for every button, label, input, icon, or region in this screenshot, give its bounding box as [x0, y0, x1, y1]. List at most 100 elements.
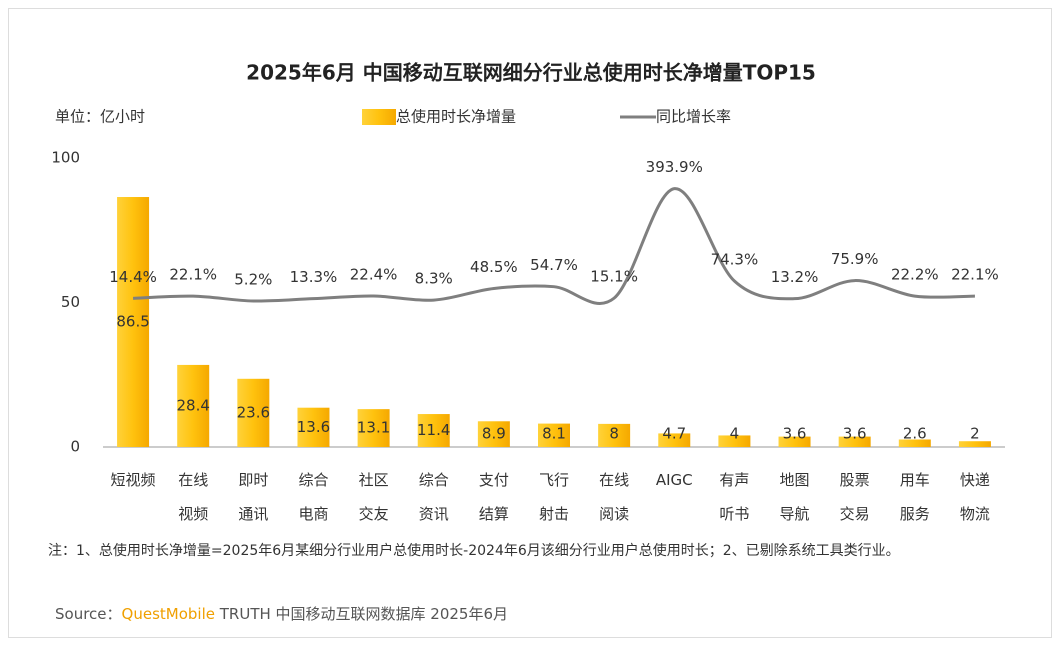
- bar-label: 8.1: [542, 425, 566, 443]
- bar: [958, 441, 991, 447]
- legend-label: 总使用时长净增量: [396, 108, 516, 126]
- line-label: 74.3%: [711, 251, 759, 269]
- bar-label: 8.9: [482, 425, 506, 443]
- y-tick-label: 100: [51, 149, 80, 167]
- x-tick-label: 短视频: [111, 471, 156, 489]
- x-tick-line: 即时: [238, 471, 268, 489]
- x-tick-line: 电商: [298, 505, 328, 523]
- source-text: TRUTH 中国移动互联网数据库 2025年6月: [215, 605, 508, 623]
- bar-label: 13.1: [357, 419, 390, 437]
- unit-label: 单位：亿小时: [55, 108, 145, 126]
- x-tick-label: 飞行射击: [539, 471, 569, 523]
- chart-title: 2025年6月 中国移动互联网细分行业总使用时长净增量TOP15: [246, 61, 816, 85]
- x-tick-line: 股票: [840, 471, 870, 489]
- x-tick-line: 通讯: [238, 505, 268, 523]
- x-tick-line: 社区: [359, 471, 389, 489]
- x-tick-line: 交友: [359, 505, 389, 523]
- source-label: Source：: [55, 605, 122, 623]
- bar: [177, 364, 210, 447]
- x-tick-line: 物流: [960, 505, 990, 523]
- bar-label: 2: [970, 425, 980, 443]
- x-tick-label: 支付结算: [479, 471, 509, 523]
- bar-label: 8: [609, 425, 619, 443]
- bar-label: 4: [730, 425, 740, 443]
- line-label: 13.2%: [771, 268, 819, 286]
- x-tick-line: AIGC: [656, 471, 693, 489]
- x-tick-line: 快递: [960, 471, 990, 489]
- bar: [778, 436, 811, 447]
- x-tick-line: 飞行: [539, 471, 569, 489]
- source-brand: QuestMobile: [122, 605, 215, 623]
- line-label: 22.1%: [169, 266, 217, 284]
- note-box: 注：1、总使用时长净增量=2025年6月某细分行业用户总使用时长-2024年6月…: [48, 543, 900, 559]
- x-tick-label: 在线阅读: [599, 471, 629, 523]
- bar: [718, 435, 751, 447]
- bar: [237, 378, 270, 447]
- y-tick-label: 50: [61, 293, 80, 311]
- line: [133, 187, 975, 305]
- bar: [357, 409, 390, 447]
- bar-label: 23.6: [237, 403, 270, 421]
- x-tick-line: 有声: [719, 471, 749, 489]
- bar-label: 3.6: [843, 425, 867, 443]
- x-tick-label: 地图导航: [780, 471, 810, 523]
- line-label: 22.4%: [350, 266, 398, 284]
- x-tick-line: 在线: [599, 471, 629, 489]
- x-tick-line: 综合: [298, 471, 328, 489]
- bar: [598, 423, 631, 447]
- line-label: 393.9%: [646, 158, 703, 176]
- legend-label: 同比增长率: [656, 108, 731, 126]
- bar-label: 28.4: [176, 396, 209, 414]
- x-tick-label: 快递物流: [960, 471, 990, 523]
- line-label: 22.2%: [891, 266, 939, 284]
- x-tick-line: 导航: [780, 505, 810, 523]
- line-label: 14.4%: [109, 268, 157, 286]
- bar-label: 4.7: [662, 425, 686, 443]
- x-tick-label: 有声听书: [719, 471, 749, 523]
- y-tick-label: 0: [70, 438, 80, 456]
- bar: [658, 433, 691, 447]
- bar: [838, 436, 871, 447]
- line-label: 75.9%: [831, 250, 879, 268]
- x-tick-line: 资讯: [419, 505, 449, 523]
- bar: [117, 197, 150, 447]
- x-tick-line: 射击: [539, 505, 569, 523]
- x-tick-label: AIGC: [656, 471, 693, 489]
- bar: [898, 439, 931, 447]
- x-tick-line: 综合: [419, 471, 449, 489]
- line-label: 22.1%: [951, 266, 999, 284]
- x-tick-line: 用车: [900, 471, 930, 489]
- note: 注：1、总使用时长净增量=2025年6月某细分行业用户总使用时长-2024年6月…: [48, 543, 900, 559]
- bar: [538, 423, 570, 447]
- bar-label: 2.6: [903, 425, 927, 443]
- bar: [477, 421, 510, 447]
- frame: [8, 8, 1052, 638]
- x-tick-line: 听书: [719, 505, 749, 523]
- legend-swatch: [362, 109, 396, 125]
- line-label: 54.7%: [530, 256, 578, 274]
- bar-label: 11.4: [417, 421, 450, 439]
- source: Source：QuestMobile TRUTH 中国移动互联网数据库 2025…: [55, 605, 508, 623]
- bar-label: 3.6: [783, 425, 807, 443]
- x-tick-line: 在线: [178, 471, 208, 489]
- x-tick-line: 地图: [780, 471, 810, 489]
- bar-label: 86.5: [116, 313, 149, 331]
- x-tick-line: 阅读: [599, 505, 629, 523]
- x-tick-label: 股票交易: [840, 471, 870, 523]
- x-tick-label: 综合电商: [298, 471, 328, 523]
- x-tick-label: 即时通讯: [238, 471, 268, 523]
- x-tick-line: 支付: [479, 471, 509, 489]
- line-label: 15.1%: [590, 268, 638, 286]
- line-label: 5.2%: [234, 270, 272, 288]
- x-tick-line: 结算: [479, 505, 509, 523]
- bar: [297, 407, 330, 447]
- x-tick-line: 短视频: [111, 471, 156, 489]
- x-tick-line: 服务: [900, 505, 930, 523]
- bar: [417, 414, 450, 447]
- x-tick-label: 在线视频: [178, 471, 208, 523]
- line-label: 8.3%: [415, 270, 453, 288]
- x-tick-label: 综合资讯: [419, 471, 449, 523]
- line-label: 48.5%: [470, 258, 518, 276]
- x-tick-label: 用车服务: [900, 471, 930, 523]
